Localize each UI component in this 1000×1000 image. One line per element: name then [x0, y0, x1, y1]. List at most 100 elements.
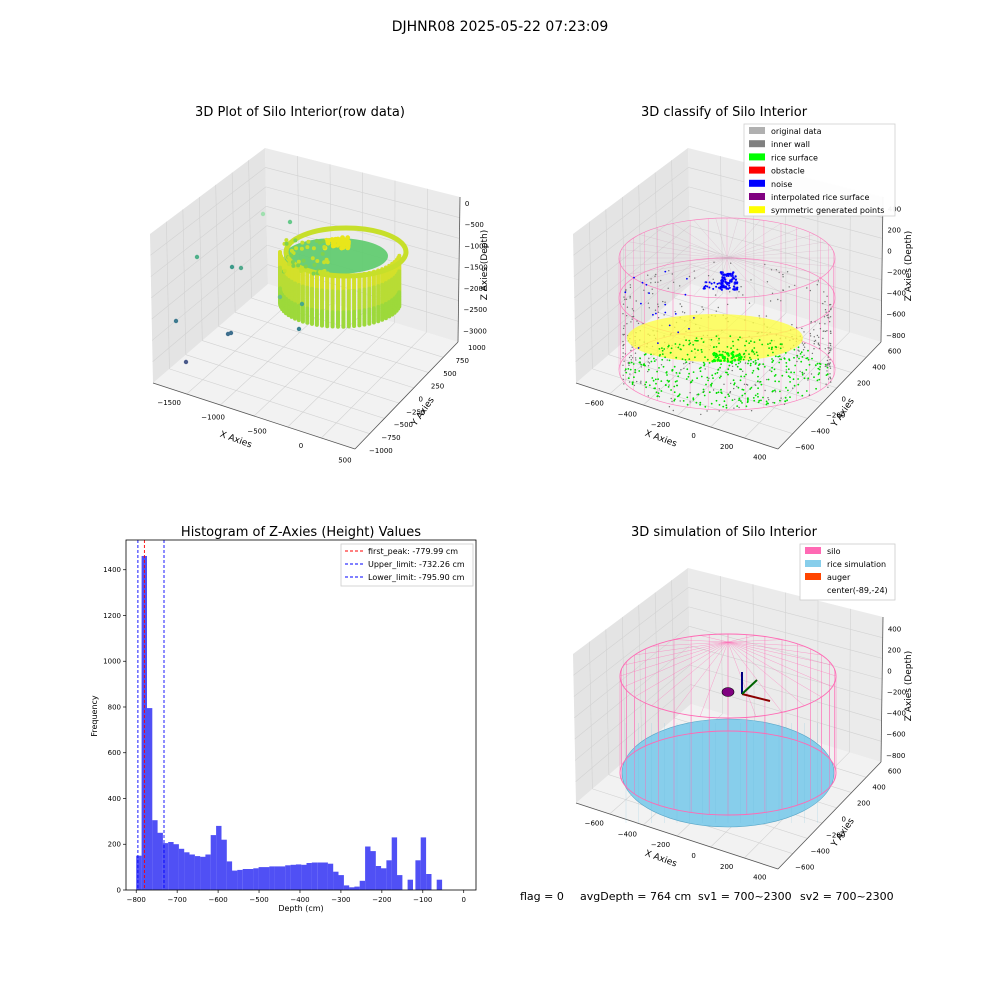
rice-surface-point: [730, 356, 734, 360]
z-tick-label: −400: [887, 290, 906, 298]
rice-surface-point: [768, 347, 770, 349]
rice-surface-point: [644, 364, 646, 367]
rice-surface-point: [668, 359, 671, 362]
inner-wall-point: [624, 298, 626, 301]
rice-surface-point: [685, 339, 687, 342]
rice-surface-point: [750, 358, 752, 361]
inner-wall-point: [668, 406, 671, 408]
inner-wall-point: [829, 344, 832, 347]
raw-point: [289, 253, 294, 258]
inner-wall-point: [733, 387, 735, 390]
inner-wall-point: [629, 295, 631, 298]
inner-wall-point: [643, 289, 645, 291]
z-tick-label: 200: [888, 647, 901, 655]
inner-wall-point: [758, 315, 760, 317]
hist-bar: [189, 854, 195, 890]
rice-surface-point: [749, 362, 752, 365]
hist-bar: [285, 865, 291, 890]
rice-surface-point: [736, 348, 739, 351]
inner-wall-point: [729, 392, 731, 394]
rice-surface-point: [778, 380, 780, 383]
rice-surface-point: [724, 351, 727, 354]
x-tick-label: −500: [247, 428, 266, 436]
inner-wall-point: [708, 377, 710, 379]
inner-wall-point: [630, 359, 632, 361]
rice-surface-point: [779, 343, 782, 346]
noise-point: [633, 276, 635, 279]
rice-surface-point: [801, 373, 804, 376]
inner-wall-point: [769, 369, 771, 371]
rice-surface-point: [653, 357, 655, 360]
rice-surface-point: [825, 374, 828, 376]
rice-surface-point: [774, 374, 777, 376]
rice-surface-point: [813, 376, 815, 379]
rice-surface-point: [781, 343, 783, 345]
inner-wall-point: [810, 320, 812, 323]
y-tick-label: −200: [826, 412, 845, 420]
inner-wall-point: [816, 334, 819, 337]
inner-wall-point: [628, 364, 630, 366]
inner-wall-point: [814, 321, 816, 323]
inner-wall-point: [766, 281, 769, 283]
rice-surface-point: [767, 343, 769, 345]
inner-wall-point: [792, 387, 794, 389]
silo-spoke: [654, 257, 728, 288]
grid-line: [202, 340, 400, 404]
inner-wall-point: [634, 357, 637, 359]
rice-surface-point: [784, 352, 787, 354]
rice-surface-point: [753, 341, 756, 343]
legend-label: silo: [827, 547, 841, 556]
rice-surface-point: [681, 358, 684, 360]
rice-surface-point: [722, 350, 724, 353]
rice-surface-point: [754, 359, 757, 362]
inner-wall-point: [802, 344, 805, 346]
rice-surface-point: [733, 358, 736, 362]
x-axis-line: [575, 382, 779, 450]
inner-wall-point: [650, 282, 652, 284]
rice-surface-point: [673, 385, 676, 388]
y-tick-label: −600: [795, 444, 814, 452]
grid-line: [151, 225, 267, 320]
legend-swatch: [805, 547, 821, 554]
legend-swatch: [749, 140, 765, 148]
hist-bar: [274, 866, 280, 890]
raw-point: [315, 259, 320, 263]
rice-surface-point: [732, 340, 734, 343]
rice-surface-point: [653, 360, 656, 362]
x-tick-label: −1000: [201, 413, 225, 421]
noise-point: [677, 331, 680, 334]
rice-surface-point: [736, 405, 739, 407]
silo-roof-line: [651, 641, 729, 706]
inner-wall-point: [657, 317, 660, 319]
rice-surface-point: [755, 351, 758, 354]
inner-wall-point: [637, 322, 640, 325]
rice-surface-point: [749, 356, 751, 359]
rice-surface-point: [797, 383, 800, 386]
rice-surface-point: [661, 358, 664, 361]
rice-surface-point: [789, 376, 791, 379]
silo-spoke: [726, 223, 782, 259]
inner-wall-point: [823, 330, 825, 332]
hist-bar: [370, 851, 376, 890]
inner-wall-point: [723, 383, 725, 385]
raw-point: [291, 263, 296, 268]
hist-ylabel: Frequency: [90, 695, 99, 737]
inner-wall-point: [736, 385, 738, 388]
legend-label: rice simulation: [827, 560, 886, 569]
inner-wall-point: [648, 307, 650, 309]
hist-bar: [290, 864, 296, 890]
grid-line: [152, 264, 268, 362]
noise-point: [725, 287, 728, 290]
x-tick-label: −200: [651, 841, 670, 849]
rice-surface-point: [797, 378, 799, 380]
rice-surface-point: [669, 352, 672, 354]
inner-wall-point: [782, 289, 785, 291]
z-tick-label: −1500: [464, 264, 488, 272]
rice-surface-point: [686, 353, 689, 356]
classify-title: 3D classify of Silo Interior: [641, 105, 808, 120]
noise-point: [664, 270, 667, 273]
inner-wall-point: [829, 365, 831, 368]
rice-surface-point: [664, 356, 666, 359]
raw-point: [301, 258, 306, 263]
